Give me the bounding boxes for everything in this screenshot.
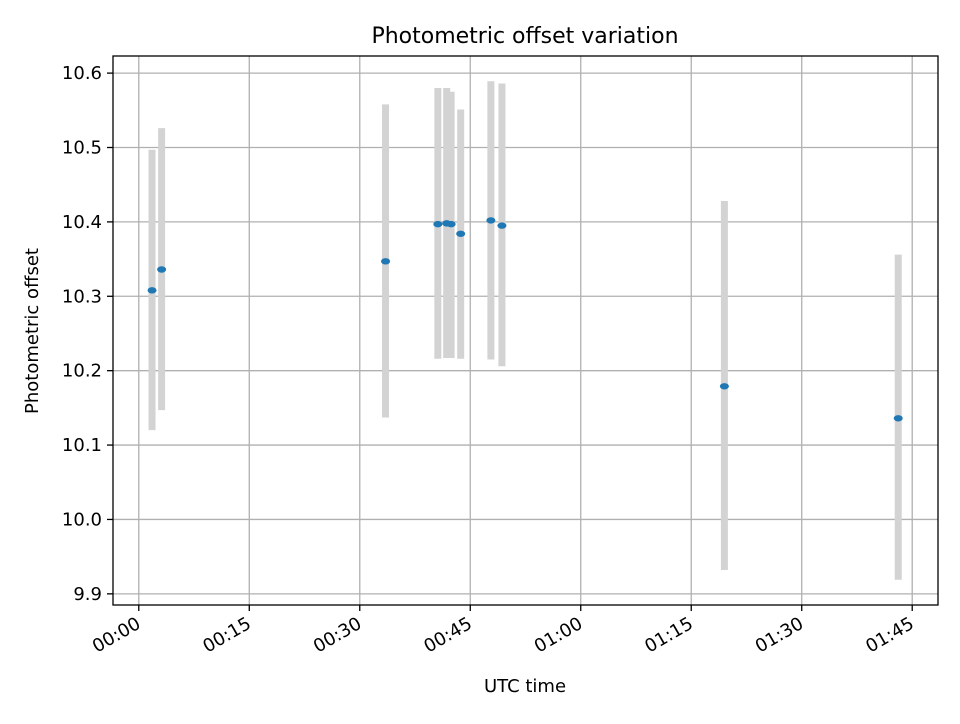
data-point <box>456 230 466 237</box>
y-axis-title: Photometric offset <box>22 248 43 414</box>
chart-title: Photometric offset variation <box>371 24 678 49</box>
y-tick-label: 10.1 <box>62 435 102 456</box>
data-point <box>157 266 167 273</box>
data-point <box>147 287 157 294</box>
y-tick-label: 10.2 <box>62 361 102 382</box>
plot-frame <box>112 55 939 606</box>
grid-layer <box>113 56 938 605</box>
data-point <box>381 258 391 265</box>
x-axis-title: UTC time <box>484 676 566 697</box>
y-tick-label: 10.5 <box>62 138 102 159</box>
data-point <box>446 220 456 228</box>
data-point <box>497 222 507 229</box>
y-tick-label: 10.4 <box>62 212 102 233</box>
data-point <box>433 220 443 228</box>
data-point <box>486 217 496 224</box>
data-point <box>893 415 903 422</box>
data-point <box>719 383 729 390</box>
y-tick-label: 10.3 <box>62 286 102 307</box>
y-tick-label: 10.0 <box>62 509 102 530</box>
y-tick-label: 9.9 <box>73 584 102 605</box>
point-layer <box>147 217 903 422</box>
y-tick-label: 10.6 <box>62 63 102 84</box>
